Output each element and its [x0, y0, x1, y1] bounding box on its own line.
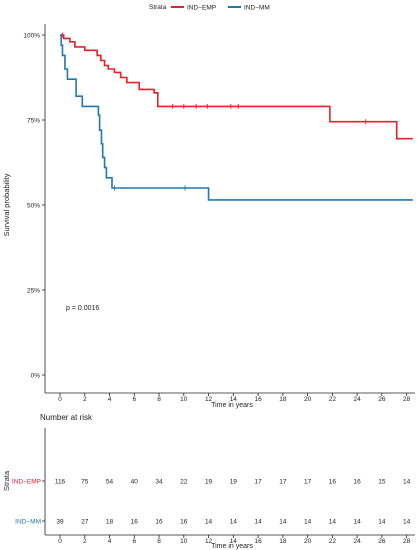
risk-x-tick-label: 26 — [378, 538, 386, 545]
x-tick-label: 18 — [279, 396, 287, 403]
survival-curve-ind-emp — [60, 34, 413, 140]
risk-row-label-ind-emp: IND−EMP — [12, 479, 41, 486]
x-tick-label: 20 — [304, 396, 312, 403]
risk-count-ind-mm: 16 — [131, 519, 139, 526]
risk-count-ind-emp: 54 — [106, 479, 114, 486]
x-tick-label: 10 — [180, 396, 188, 403]
y-axis-title: Survival probability — [2, 173, 11, 236]
risk-count-ind-mm: 14 — [205, 519, 213, 526]
y-tick-label: 100% — [23, 33, 40, 40]
x-tick-label: 8 — [157, 396, 161, 403]
x-tick-label: 22 — [329, 396, 337, 403]
x-tick-label: 28 — [403, 396, 411, 403]
risk-count-ind-emp: 116 — [55, 479, 66, 486]
x-axis-title: Time in years — [211, 402, 253, 409]
risk-count-ind-mm: 18 — [106, 519, 114, 526]
risk-table-title: Number at risk — [40, 413, 93, 422]
risk-x-tick-label: 28 — [403, 538, 411, 545]
risk-count-ind-emp: 15 — [378, 479, 386, 486]
x-tick-label: 2 — [83, 396, 87, 403]
x-tick-label: 12 — [205, 396, 213, 403]
survival-curve-ind-mm — [60, 34, 413, 201]
risk-count-ind-emp: 75 — [81, 479, 89, 486]
risk-x-tick-label: 18 — [279, 538, 287, 545]
risk-count-ind-mm: 39 — [56, 519, 64, 526]
risk-count-ind-emp: 17 — [279, 479, 287, 486]
risk-count-ind-emp: 34 — [155, 479, 163, 486]
risk-count-ind-mm: 14 — [254, 519, 262, 526]
survival-curves — [60, 32, 413, 201]
x-ticks: 0 2 4 6 8 10 12 14 16 18 20 22 24 26 28 — [58, 393, 411, 403]
risk-count-ind-emp: 19 — [230, 479, 238, 486]
legend: Strata IND−EMP IND−MM — [149, 4, 270, 12]
risk-count-ind-mm: 27 — [81, 519, 89, 526]
risk-count-ind-mm: 16 — [155, 519, 163, 526]
risk-x-tick-label: 16 — [254, 538, 262, 545]
risk-count-ind-emp: 19 — [205, 479, 213, 486]
risk-row-label-ind-mm: IND−MM — [15, 519, 41, 526]
risk-count-ind-mm: 14 — [230, 519, 238, 526]
risk-count-ind-emp: 22 — [180, 479, 188, 486]
risk-x-tick-label: 20 — [304, 538, 312, 545]
risk-count-ind-emp: 16 — [354, 479, 362, 486]
risk-table: Number at risk Strata Time in years IND−… — [2, 413, 415, 550]
risk-count-ind-emp: 17 — [304, 479, 312, 486]
survival-plot: Survival probability Time in years p = 0… — [2, 24, 415, 409]
risk-table-x-ticks: 0 2 4 6 8 10 12 14 16 18 20 22 24 26 28 — [58, 535, 411, 545]
risk-count-ind-mm: 14 — [279, 519, 287, 526]
y-tick-label: 25% — [27, 288, 40, 295]
x-tick-label: 24 — [354, 396, 362, 403]
risk-count-ind-mm: 16 — [180, 519, 188, 526]
x-tick-label: 16 — [254, 396, 262, 403]
risk-x-tick-label: 6 — [132, 538, 136, 545]
x-tick-label: 26 — [378, 396, 386, 403]
x-tick-label: 4 — [108, 396, 112, 403]
risk-count-ind-mm: 14 — [354, 519, 362, 526]
risk-count-ind-mm: 14 — [378, 519, 386, 526]
risk-count-ind-emp: 17 — [254, 479, 262, 486]
x-tick-label: 14 — [230, 396, 238, 403]
risk-x-tick-label: 24 — [354, 538, 362, 545]
risk-x-tick-label: 12 — [205, 538, 213, 545]
risk-count-ind-emp: 14 — [403, 479, 411, 486]
legend-label-ind-emp: IND−EMP — [187, 5, 216, 12]
risk-x-tick-label: 22 — [329, 538, 337, 545]
y-ticks: 0% 25% 50% 75% 100% — [23, 33, 45, 380]
legend-title: Strata — [149, 4, 167, 11]
risk-count-ind-emp: 16 — [329, 479, 337, 486]
legend-label-ind-mm: IND−MM — [244, 5, 270, 12]
risk-count-ind-mm: 14 — [403, 519, 411, 526]
risk-table-y-title: Strata — [2, 470, 11, 491]
risk-count-ind-mm: 14 — [329, 519, 337, 526]
risk-x-tick-label: 10 — [180, 538, 188, 545]
y-tick-label: 50% — [27, 203, 40, 210]
x-tick-label: 6 — [132, 396, 136, 403]
risk-x-tick-label: 0 — [58, 538, 62, 545]
risk-table-rows: IND−EMP 116 75 54 40 34 22 19 19 17 17 17 16 16 15 14 IN… — [12, 479, 411, 526]
y-tick-label: 0% — [31, 373, 41, 380]
risk-count-ind-emp: 40 — [131, 479, 139, 486]
p-value-annotation: p = 0.0016 — [66, 305, 99, 312]
risk-x-tick-label: 8 — [157, 538, 161, 545]
risk-table-x-title: Time in years — [211, 543, 253, 550]
risk-count-ind-mm: 14 — [304, 519, 312, 526]
risk-x-tick-label: 2 — [83, 538, 87, 545]
x-tick-label: 0 — [58, 396, 62, 403]
risk-x-tick-label: 4 — [108, 538, 112, 545]
y-tick-label: 75% — [27, 118, 40, 125]
risk-x-tick-label: 14 — [230, 538, 238, 545]
